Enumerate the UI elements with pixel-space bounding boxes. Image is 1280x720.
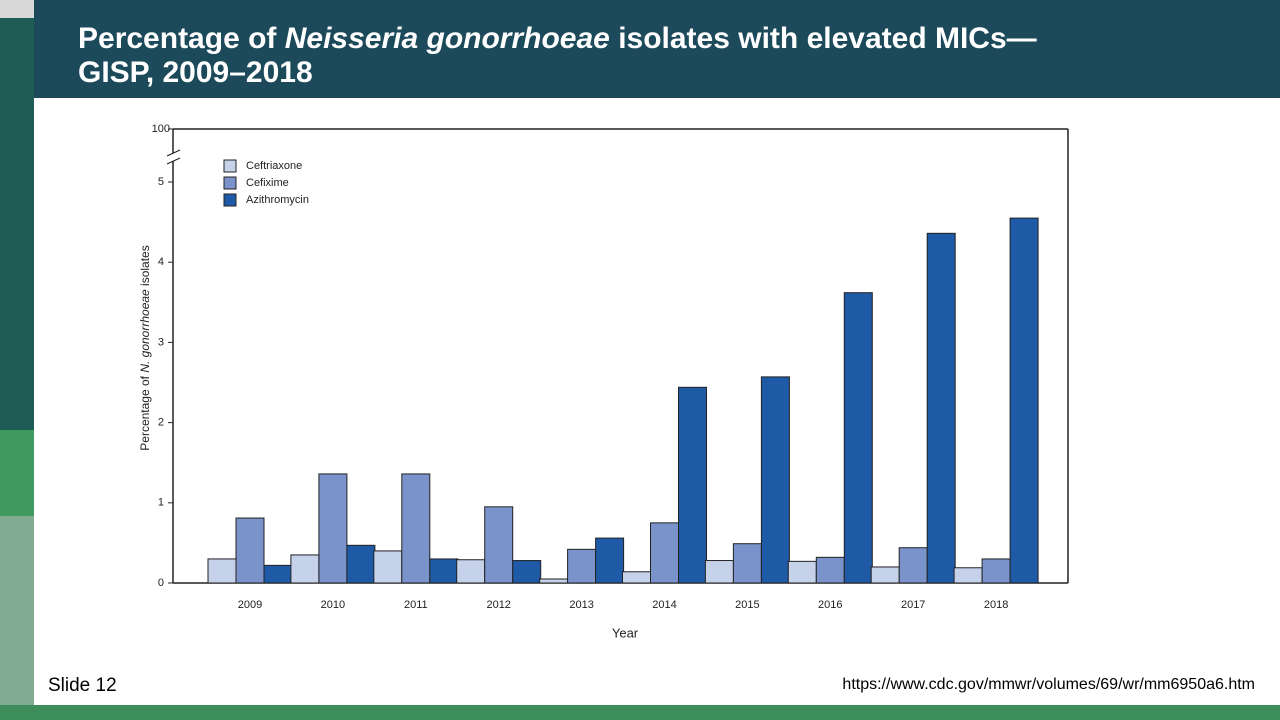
axis-break	[166, 157, 181, 165]
x-tick-label: 2009	[238, 599, 262, 611]
title-banner	[34, 0, 1280, 98]
bar	[650, 522, 679, 584]
title-italic: Neisseria gonorrhoeae	[284, 22, 610, 55]
y-label-text: isolates	[138, 245, 152, 289]
x-tick-label: 2013	[569, 599, 593, 611]
x-tick-label: 2017	[901, 599, 925, 611]
x-tick-label: 2010	[321, 599, 345, 611]
legend-swatch	[223, 193, 237, 207]
bar	[401, 473, 431, 584]
bar	[953, 567, 983, 584]
y-axis-label: Percentage of N. gonorrhoeae isolates	[138, 245, 152, 450]
y-tick-label: 100	[152, 123, 170, 135]
slide-number: Slide 12	[48, 675, 117, 696]
y-label-text: Percentage of	[138, 373, 152, 451]
bar	[207, 558, 237, 584]
bar	[512, 560, 542, 584]
legend-label: Ceftriaxone	[246, 160, 302, 172]
bar	[622, 571, 651, 584]
title-text: Percentage of	[78, 22, 285, 55]
y-tick-label: 0	[158, 577, 164, 589]
bar	[732, 543, 762, 584]
y-label-italic: N. gonorrhoeae	[138, 289, 152, 373]
bar	[926, 232, 956, 584]
bar	[318, 473, 348, 584]
bar	[678, 386, 707, 584]
x-tick-label: 2014	[652, 599, 676, 611]
side-strip	[0, 0, 34, 18]
title-text: GISP, 2009–2018	[78, 56, 313, 89]
x-tick-label: 2011	[404, 599, 428, 611]
bar	[595, 537, 625, 584]
x-tick-label: 2012	[486, 599, 510, 611]
slide-title: Percentage of Neisseria gonorrhoeae isol…	[78, 22, 1037, 90]
bar	[235, 517, 265, 584]
side-strip	[0, 18, 34, 430]
y-tick-label: 3	[158, 336, 164, 348]
bar	[815, 556, 845, 584]
x-tick-label: 2016	[818, 599, 842, 611]
bar	[456, 559, 486, 584]
bar	[539, 578, 569, 584]
bar	[787, 560, 817, 584]
bar	[484, 506, 514, 584]
bar	[704, 560, 734, 584]
y-tick-label: 5	[158, 176, 164, 188]
y-tick-label: 1	[158, 497, 164, 509]
bar	[429, 558, 459, 584]
bar	[346, 544, 376, 584]
bar	[981, 558, 1011, 584]
title-text: isolates with elevated MICs—	[609, 22, 1037, 55]
legend-label: Cefixime	[246, 177, 289, 189]
side-strip	[0, 516, 34, 705]
x-axis-label: Year	[612, 625, 639, 640]
side-strip	[0, 430, 34, 516]
bar	[870, 566, 900, 584]
footer-band	[0, 705, 1280, 720]
y-tick-label: 4	[158, 256, 164, 268]
bar	[567, 548, 597, 584]
bar	[1009, 217, 1039, 584]
bar	[898, 547, 928, 584]
bar	[290, 554, 320, 584]
bar	[263, 564, 293, 584]
source-url: https://www.cdc.gov/mmwr/volumes/69/wr/m…	[842, 676, 1255, 693]
legend-label: Azithromycin	[246, 194, 309, 206]
legend-swatch	[223, 176, 237, 190]
x-tick-label: 2015	[735, 599, 759, 611]
bar	[760, 376, 790, 584]
axis-break	[166, 149, 181, 157]
legend-swatch	[223, 159, 237, 173]
bar	[373, 550, 403, 584]
y-tick-label: 2	[158, 417, 164, 429]
x-tick-label: 2018	[984, 599, 1008, 611]
bar	[843, 292, 873, 584]
